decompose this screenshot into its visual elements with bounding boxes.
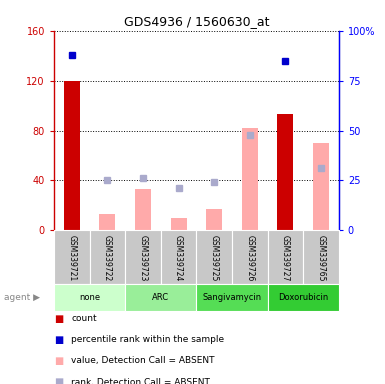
Bar <box>206 209 222 230</box>
Text: GSM339722: GSM339722 <box>103 235 112 281</box>
Bar <box>135 189 151 230</box>
Bar <box>90 230 125 284</box>
Bar <box>171 218 187 230</box>
Bar <box>54 230 90 284</box>
Bar <box>99 214 116 230</box>
Bar <box>64 81 80 230</box>
Text: agent ▶: agent ▶ <box>4 293 40 302</box>
Bar <box>232 230 268 284</box>
Text: GSM339727: GSM339727 <box>281 235 290 281</box>
Text: GSM339723: GSM339723 <box>139 235 147 281</box>
Title: GDS4936 / 1560630_at: GDS4936 / 1560630_at <box>124 15 269 28</box>
Bar <box>196 230 232 284</box>
Text: none: none <box>79 293 100 302</box>
Text: rank, Detection Call = ABSENT: rank, Detection Call = ABSENT <box>71 377 210 384</box>
Bar <box>303 230 339 284</box>
Bar <box>196 284 268 311</box>
Text: ARC: ARC <box>152 293 169 302</box>
Bar <box>313 143 329 230</box>
Bar <box>125 230 161 284</box>
Bar <box>54 284 125 311</box>
Bar <box>242 128 258 230</box>
Text: ■: ■ <box>54 335 63 345</box>
Bar <box>268 284 339 311</box>
Bar <box>277 114 293 230</box>
Text: GSM339765: GSM339765 <box>316 235 325 281</box>
Text: value, Detection Call = ABSENT: value, Detection Call = ABSENT <box>71 356 215 366</box>
Text: GSM339726: GSM339726 <box>245 235 254 281</box>
Text: ■: ■ <box>54 314 63 324</box>
Text: Sangivamycin: Sangivamycin <box>203 293 261 302</box>
Text: GSM339725: GSM339725 <box>210 235 219 281</box>
Text: ■: ■ <box>54 377 63 384</box>
Bar <box>161 230 196 284</box>
Text: GSM339721: GSM339721 <box>67 235 76 281</box>
Text: count: count <box>71 314 97 323</box>
Text: percentile rank within the sample: percentile rank within the sample <box>71 335 224 344</box>
Text: GSM339724: GSM339724 <box>174 235 183 281</box>
Bar <box>125 284 196 311</box>
Bar <box>268 230 303 284</box>
Text: Doxorubicin: Doxorubicin <box>278 293 328 302</box>
Text: ■: ■ <box>54 356 63 366</box>
